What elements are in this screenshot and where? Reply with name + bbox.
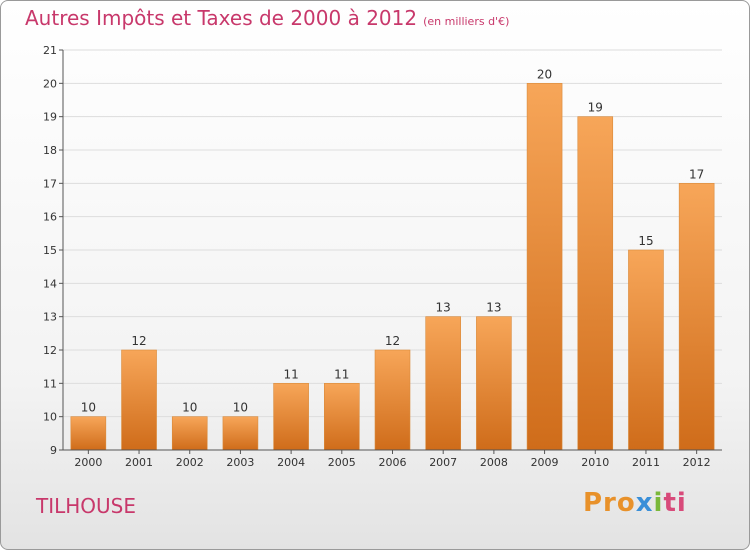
data-label-2006: 12 [385, 334, 400, 348]
x-tick-label-2009: 2009 [531, 456, 559, 469]
y-tick-label: 15 [43, 244, 57, 257]
data-label-2004: 11 [283, 367, 298, 381]
x-tick-label-2006: 2006 [379, 456, 407, 469]
x-tick-label-2004: 2004 [277, 456, 305, 469]
bars [70, 83, 715, 451]
y-tick-label: 10 [43, 411, 57, 424]
x-tick-label-2011: 2011 [632, 456, 660, 469]
bar-2011 [628, 249, 664, 451]
y-tick-label: 19 [43, 111, 57, 124]
bar-2008 [476, 316, 512, 451]
bar-2003 [222, 416, 259, 451]
x-tick-label-2012: 2012 [683, 456, 711, 469]
bar-2000 [70, 416, 107, 451]
chart-title: Autres Impôts et Taxes de 2000 à 2012 (en… [25, 6, 509, 30]
x-tick-label-2010: 2010 [581, 456, 609, 469]
bar-2001 [121, 349, 157, 451]
chart-unit-text: (en milliers d'€) [423, 15, 510, 28]
data-label-2010: 19 [588, 101, 603, 115]
y-tick-label: 14 [43, 277, 57, 290]
y-tick-label: 20 [43, 77, 57, 90]
proxiti-logo: Proxiti [583, 488, 687, 518]
y-tick-label: 11 [43, 377, 57, 390]
bar-2010 [577, 116, 614, 451]
y-tick-label: 12 [43, 344, 57, 357]
data-label-2011: 15 [638, 234, 653, 248]
bar-2009 [526, 83, 563, 451]
x-tick-label-2005: 2005 [328, 456, 356, 469]
data-label-2003: 10 [233, 401, 248, 415]
y-tick-label: 18 [43, 144, 57, 157]
x-tick-label-2007: 2007 [429, 456, 457, 469]
x-tick-label-2000: 2000 [74, 456, 102, 469]
axes [59, 49, 722, 454]
bar-2005 [324, 383, 360, 451]
x-tick-label-2001: 2001 [125, 456, 153, 469]
y-tick-label: 9 [50, 444, 57, 457]
bar-2012 [678, 183, 715, 451]
bar-2007 [425, 316, 461, 451]
data-label-2002: 10 [182, 401, 197, 415]
y-tick-label: 21 [43, 44, 57, 57]
data-label-2001: 12 [131, 334, 146, 348]
chart-title-text: Autres Impôts et Taxes de 2000 à 2012 [25, 6, 418, 30]
data-label-2005: 11 [334, 367, 349, 381]
x-tick-label-2003: 2003 [226, 456, 254, 469]
x-tick-label-2002: 2002 [176, 456, 204, 469]
data-label-2012: 17 [689, 167, 704, 181]
y-tick-label: 13 [43, 311, 57, 324]
data-label-2000: 10 [81, 401, 96, 415]
data-label-2007: 13 [436, 301, 451, 315]
bar-2006 [374, 349, 411, 451]
labels: 9 10 11 12 13 14 15 16 17 18 19 20 21 10 2000 12 2001 10 2… [43, 44, 711, 469]
bar-2004 [273, 383, 309, 451]
data-label-2008: 13 [486, 301, 501, 315]
y-tick-label: 16 [43, 211, 57, 224]
y-tick-label: 17 [43, 177, 57, 190]
x-tick-label-2008: 2008 [480, 456, 508, 469]
data-label-2009: 20 [537, 67, 552, 81]
commune-name: TILHOUSE [36, 494, 137, 518]
bar-2002 [171, 416, 208, 451]
